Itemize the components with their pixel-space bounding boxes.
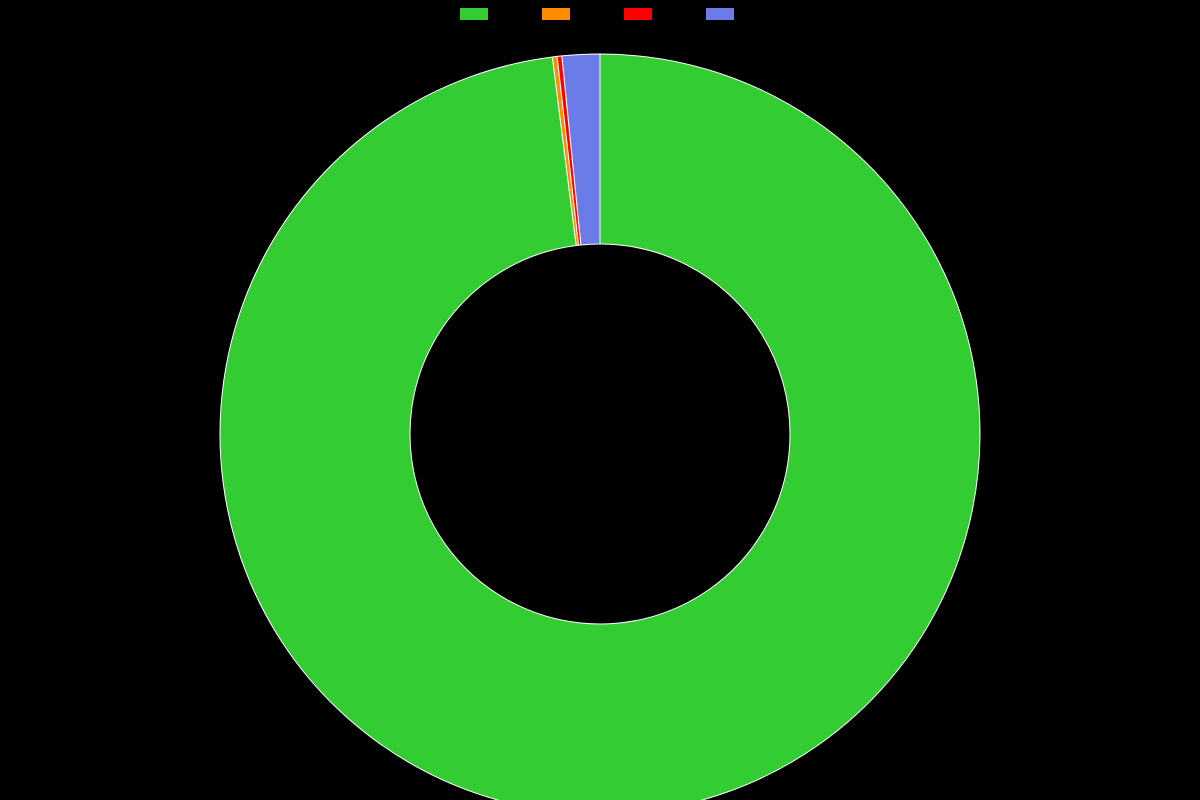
- donut-chart-container: [0, 24, 1200, 800]
- legend-swatch-2: [624, 8, 652, 20]
- legend-swatch-1: [542, 8, 570, 20]
- donut-legend: [0, 8, 1200, 20]
- legend-item-1[interactable]: [542, 8, 576, 20]
- legend-swatch-0: [460, 8, 488, 20]
- legend-swatch-3: [706, 8, 734, 20]
- legend-item-0[interactable]: [460, 8, 494, 20]
- donut-chart: [0, 24, 1200, 800]
- legend-item-2[interactable]: [624, 8, 658, 20]
- legend-item-3[interactable]: [706, 8, 740, 20]
